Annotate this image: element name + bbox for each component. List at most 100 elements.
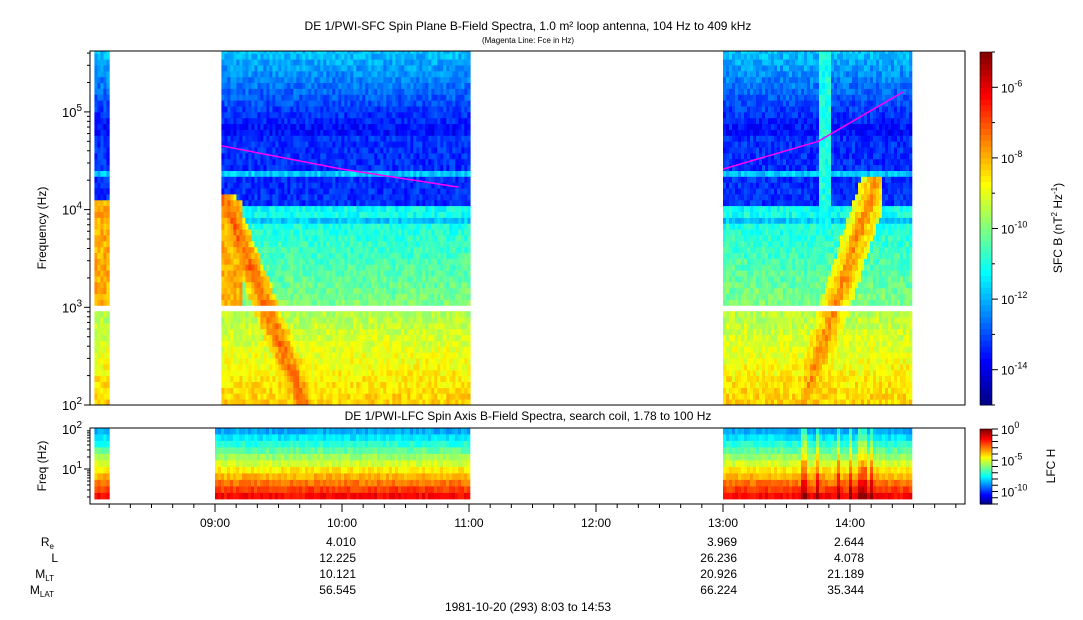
spectrogram-cell: [416, 123, 420, 130]
spectrogram-cell: [254, 346, 258, 353]
spectrogram-cell: [326, 117, 330, 125]
spectrogram-cell: [302, 211, 306, 218]
spectrogram-cell: [350, 176, 354, 183]
spectrogram-cell: [329, 205, 333, 212]
spectrogram-cell: [359, 88, 363, 95]
spectrogram-cell: [263, 240, 267, 248]
spectrogram-cell: [302, 393, 306, 400]
spectrogram-cell: [326, 123, 330, 130]
spectrogram-cell: [293, 364, 297, 371]
spectrogram-cell: [284, 381, 288, 388]
spectrogram-cell: [233, 182, 237, 189]
spectrogram-cell: [245, 346, 249, 353]
spectrogram-cell: [227, 352, 231, 359]
spectrogram-cell: [341, 65, 345, 72]
spectrogram-cell: [230, 358, 234, 365]
spectrogram-cell: [302, 340, 306, 347]
spectrogram-cell: [329, 51, 333, 54]
spectrogram-cell: [317, 364, 321, 371]
spectrogram-cell: [338, 229, 342, 236]
spectrogram-cell: [389, 199, 393, 207]
spectrogram-cell: [308, 76, 312, 83]
spectrogram-cell: [257, 369, 261, 377]
spectrogram-cell: [332, 217, 336, 224]
spectrogram-cell: [398, 270, 402, 277]
spectrogram-cell: [368, 340, 372, 347]
spectrogram-cell: [428, 152, 432, 160]
spectrogram-cell: [359, 65, 363, 72]
spectrogram-cell: [377, 158, 381, 166]
spectrogram-cell: [326, 51, 330, 54]
spectrogram-cell: [446, 194, 450, 201]
spectrogram-cell: [347, 311, 351, 318]
spectrogram-cell: [317, 328, 321, 336]
spectrogram-cell: [106, 340, 110, 347]
spectrogram-cell: [422, 393, 426, 400]
spectrogram-cell: [449, 141, 453, 148]
spectrogram-cell: [284, 358, 288, 365]
spectrogram-cell: [245, 88, 249, 95]
spectrogram-cell: [296, 334, 300, 341]
spectrogram-cell: [323, 240, 327, 248]
spectrogram-cell: [305, 51, 309, 54]
spectrogram-cell: [278, 147, 282, 154]
spectrogram-cell: [368, 51, 372, 54]
spectrogram-cell: [103, 334, 107, 341]
spectrogram-cell: [335, 235, 339, 242]
spectrogram-cell: [413, 205, 417, 212]
spectrogram-cell: [410, 287, 414, 295]
spectrogram-cell: [245, 123, 249, 130]
spectrogram-cell: [344, 117, 348, 125]
spectrogram-cell: [100, 194, 104, 201]
spectrogram-cell: [386, 375, 390, 382]
spectrogram-cell: [97, 170, 101, 177]
spectrogram-cell: [308, 164, 312, 171]
spectrogram-cell: [434, 387, 438, 394]
spectrogram-cell: [347, 88, 351, 95]
spectrogram-cell: [320, 328, 324, 336]
spectrogram-cell: [398, 65, 402, 72]
spectrogram-cell: [236, 246, 240, 253]
spectrogram-cell: [383, 82, 387, 89]
spectrogram-cell: [275, 281, 279, 289]
spectrogram-cell: [103, 322, 107, 330]
spectrogram-cell: [452, 70, 456, 78]
spectrogram-cell: [299, 229, 303, 236]
spectrogram-cell: [329, 176, 333, 183]
spectrogram-cell: [386, 393, 390, 400]
spectrogram-cell: [269, 246, 273, 253]
spectrogram-cell: [422, 147, 426, 154]
spectrogram-cell: [287, 76, 291, 83]
spectrogram-cell: [305, 88, 309, 95]
spectrogram-cell: [440, 346, 444, 353]
spectrogram-cell: [410, 235, 414, 242]
spectrogram-cell: [353, 129, 357, 136]
spectrogram-cell: [320, 375, 324, 382]
spectrogram-cell: [305, 399, 309, 406]
spectrogram-cell: [236, 194, 240, 201]
spectrogram-cell: [377, 152, 381, 160]
spectrogram-cell: [326, 346, 330, 353]
spectrogram-cell: [323, 258, 327, 265]
spectrogram-cell: [302, 328, 306, 336]
spectrogram-cell: [236, 393, 240, 400]
spectrogram-cell: [437, 393, 441, 400]
spectrogram-cell: [416, 276, 420, 283]
spectrogram-cell: [446, 129, 450, 136]
spectrogram-cell: [263, 252, 267, 259]
spectrogram-cell: [296, 129, 300, 136]
spectrogram-cell: [440, 82, 444, 89]
spectrogram-cell: [413, 147, 417, 154]
spectrogram-cell: [248, 299, 252, 306]
spectrogram-cell: [452, 117, 456, 125]
spectrogram-cell: [431, 51, 435, 54]
spectrogram-cell: [413, 358, 417, 365]
spectrogram-cell: [305, 106, 309, 113]
spectrogram-cell: [100, 211, 104, 218]
spectrogram-cell: [242, 164, 246, 171]
spectrogram-cell: [383, 393, 387, 400]
spectrogram-cell: [389, 170, 393, 177]
spectrogram-cell: [106, 205, 110, 212]
spectrogram-cell: [248, 123, 252, 130]
spectrogram-cell: [326, 65, 330, 72]
